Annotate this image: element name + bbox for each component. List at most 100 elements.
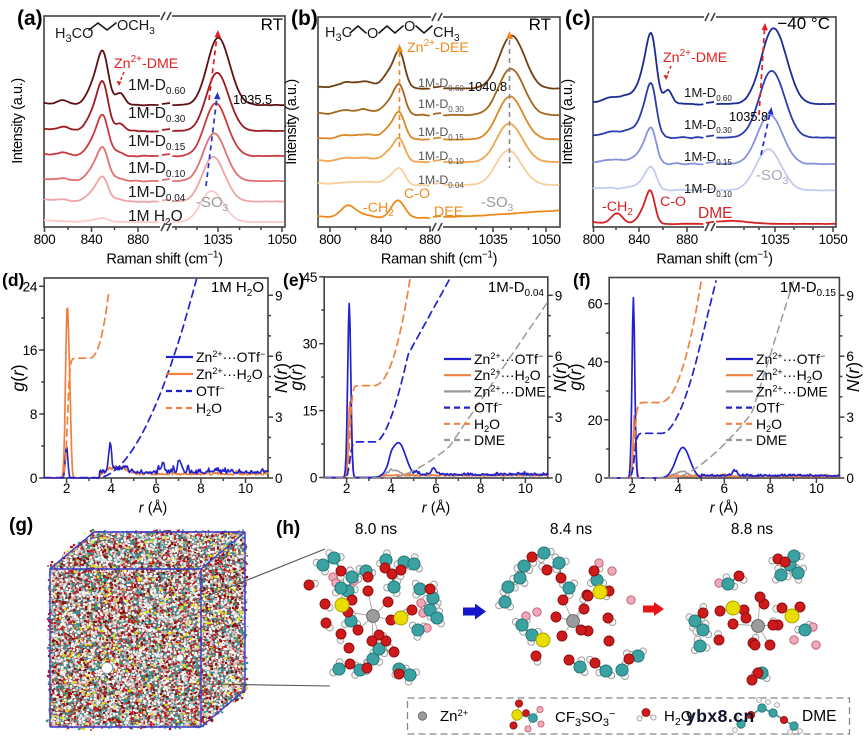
svg-text:2: 2 [628,481,636,496]
svg-text:−40 °C: −40 °C [777,14,830,33]
svg-text:6: 6 [152,481,160,496]
svg-text:Intensity (a.u.): Intensity (a.u.) [284,79,300,165]
svg-text:1050: 1050 [531,232,561,247]
svg-text:0: 0 [555,471,563,486]
svg-text:O: O [367,26,378,42]
svg-text:Zn2+···OTf−: Zn2+···OTf− [196,349,265,365]
svg-text:880: 880 [676,232,699,247]
svg-text:C-O: C-O [660,194,686,210]
svg-text:840: 840 [370,232,393,247]
svg-text:Zn2+···DME: Zn2+···DME [756,383,828,399]
svg-text:DME: DME [802,708,836,725]
svg-text:4: 4 [675,481,683,496]
svg-text:60: 60 [588,297,603,312]
svg-text:6: 6 [432,481,440,496]
svg-text:C-O: C-O [404,186,430,202]
svg-text:DEE: DEE [434,204,463,220]
svg-text:(f): (f) [573,270,590,290]
svg-text:RT: RT [261,15,283,34]
svg-text:0: 0 [310,471,318,486]
svg-text:Zn2+-DME: Zn2+-DME [114,54,178,72]
svg-text:6: 6 [275,349,283,364]
svg-text:8.4 ns: 8.4 ns [550,521,592,538]
svg-text:9: 9 [555,288,563,303]
svg-text:2: 2 [343,481,351,496]
svg-text:880: 880 [419,232,442,247]
svg-text:0: 0 [30,471,38,486]
svg-text:Zn2+···OTf−: Zn2+···OTf− [474,351,543,367]
svg-text:16: 16 [23,343,38,358]
svg-text:0: 0 [846,471,854,486]
svg-text:3: 3 [846,410,854,425]
svg-text:1035.8: 1035.8 [729,109,768,124]
svg-text:840: 840 [81,232,104,247]
svg-text:2: 2 [63,481,71,496]
svg-text:1035: 1035 [203,232,232,247]
svg-text:r (Å): r (Å) [139,500,167,517]
svg-text:DME: DME [474,432,505,448]
svg-text:3: 3 [275,410,283,425]
svg-text:(b): (b) [291,7,318,30]
svg-text:Raman shift (cm−1): Raman shift (cm−1) [381,250,497,268]
svg-text:800: 800 [319,232,342,247]
svg-text:RT: RT [529,15,551,34]
svg-text:24: 24 [23,279,38,294]
svg-text:8: 8 [30,407,37,422]
svg-text:DME: DME [756,432,787,448]
svg-text:8: 8 [197,481,205,496]
svg-text:4: 4 [388,481,396,496]
svg-text:(e): (e) [283,270,304,290]
svg-text:840: 840 [628,232,651,247]
svg-text:(g): (g) [9,515,33,536]
svg-text:1035: 1035 [478,232,507,247]
svg-text:6: 6 [721,481,729,496]
svg-text:Zn2+···OTf−: Zn2+···OTf− [756,351,825,367]
svg-text:800: 800 [583,232,606,247]
svg-text:Intensity (a.u.): Intensity (a.u.) [560,79,576,165]
svg-text:r (Å): r (Å) [422,500,450,517]
svg-text:N(r): N(r) [550,362,570,392]
svg-text:880: 880 [127,232,150,247]
svg-text:8: 8 [767,481,775,496]
svg-text:4: 4 [108,481,116,496]
svg-text:(h): (h) [276,518,300,539]
svg-text:N(r): N(r) [271,363,291,393]
svg-text:1050: 1050 [267,232,297,247]
svg-text:8.8 ns: 8.8 ns [731,521,773,538]
svg-text:1035: 1035 [760,232,789,247]
svg-text:9: 9 [846,288,854,303]
svg-text:8.0 ns: 8.0 ns [355,521,397,538]
svg-text:Zn2+···DME: Zn2+···DME [474,383,546,399]
svg-text:(d): (d) [2,270,24,290]
svg-text:40: 40 [588,355,603,370]
svg-text:DME: DME [698,205,732,222]
svg-text:10: 10 [809,481,825,496]
svg-text:8: 8 [477,481,485,496]
svg-text:O: O [404,19,415,35]
svg-text:3: 3 [555,410,563,425]
svg-text:20: 20 [588,413,603,428]
svg-text:r (Å): r (Å) [710,500,738,517]
svg-text:Raman shift (cm−1): Raman shift (cm−1) [106,250,222,268]
svg-text:(c): (c) [565,7,591,30]
svg-text:ybx8.cn: ybx8.cn [686,706,755,726]
svg-text:1040.8: 1040.8 [468,79,507,94]
svg-text:N(r): N(r) [843,362,863,392]
svg-text:Zn2+···H2O: Zn2+···H2O [196,366,263,384]
svg-text:Zn2+-DME: Zn2+-DME [663,48,727,66]
svg-text:(a): (a) [17,7,43,30]
svg-text:1035.5: 1035.5 [233,92,272,107]
svg-text:15: 15 [303,404,318,419]
svg-text:0: 0 [595,471,603,486]
svg-text:Intensity (a.u.): Intensity (a.u.) [10,78,26,164]
svg-text:30: 30 [303,337,318,352]
svg-text:10: 10 [238,481,254,496]
svg-text:45: 45 [303,270,318,285]
svg-text:Raman shift (cm−1): Raman shift (cm−1) [656,250,772,268]
svg-text:9: 9 [275,288,283,303]
svg-text:g(r): g(r) [8,364,28,391]
svg-text:10: 10 [518,481,534,496]
svg-text:1050: 1050 [818,232,848,247]
svg-text:0: 0 [275,471,283,486]
svg-text:800: 800 [34,232,57,247]
